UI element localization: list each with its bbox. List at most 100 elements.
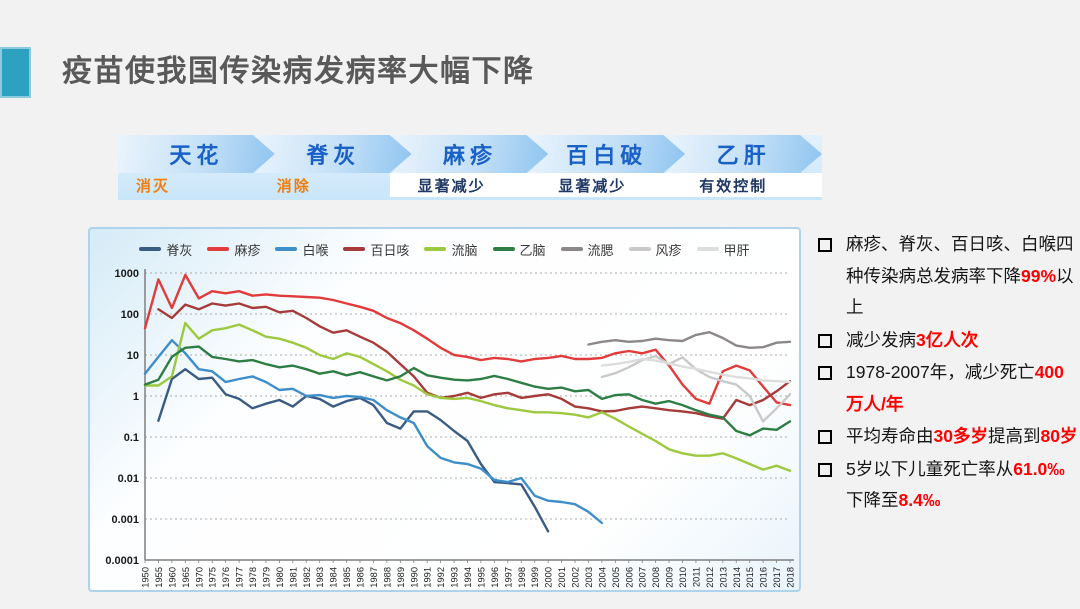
legend-item-1: 麻疹 bbox=[207, 240, 260, 259]
banner-status-label: 显著减少 bbox=[417, 177, 486, 195]
x-tick-label: 2014 bbox=[732, 567, 742, 588]
bullet-item-0: 麻疹、脊灰、百日咳、白喉四种传染病总发病率下降99%以上 bbox=[816, 229, 1078, 324]
bullet-item-3: 平均寿命由30多岁提高到80岁 bbox=[816, 421, 1078, 453]
bullet-item-2: 1978-2007年，减少死亡400万人/年 bbox=[816, 357, 1078, 420]
x-tick-label: 2006 bbox=[624, 567, 634, 588]
y-tick-label: 0.1 bbox=[124, 432, 139, 444]
legend-label: 麻疹 bbox=[234, 242, 261, 258]
page-title: 疫苗使我国传染病发病率大幅下降 bbox=[62, 55, 535, 88]
x-tick-label: 1981 bbox=[288, 567, 298, 588]
x-tick-label: 2003 bbox=[584, 567, 594, 588]
banner-stage-label: 脊灰 bbox=[306, 143, 361, 168]
banner-stage-label: 天花 bbox=[169, 143, 224, 168]
x-tick-labels: 1950 1955 1960 1965 1970 1975 1976 1977 1978 1979… bbox=[141, 567, 796, 588]
x-tick-label: 2010 bbox=[678, 567, 688, 588]
banner-status-label: 显著减少 bbox=[558, 177, 627, 195]
y-tick-label: 1 bbox=[133, 391, 139, 403]
series-line-3 bbox=[157, 302, 792, 420]
x-tick-label: 1978 bbox=[248, 567, 258, 588]
legend-dash-icon bbox=[560, 247, 583, 251]
x-tick-label: 1975 bbox=[208, 567, 218, 588]
legend-dash-icon bbox=[139, 247, 162, 251]
bullet-square-icon bbox=[818, 462, 832, 477]
banner-status-row: 消灭 消除 显著减少 显著减少 有效控制 bbox=[118, 173, 822, 200]
x-tick-label: 1996 bbox=[490, 567, 500, 588]
legend-label: 白喉 bbox=[302, 242, 329, 258]
x-tick-label: 1997 bbox=[503, 567, 513, 588]
bullet-item-4: 5岁以下儿童死亡率从61.0‰ 下降至8.4‰ bbox=[816, 454, 1078, 517]
x-tick-label: 2013 bbox=[718, 567, 728, 588]
gridlines: 1000 100 10 1 0.1 0.01 0.001 0.0001 bbox=[105, 268, 790, 567]
series-line-0 bbox=[157, 368, 550, 533]
y-tick-label: 10 bbox=[127, 350, 139, 362]
x-tick-label: 1970 bbox=[194, 567, 204, 588]
x-tick-label: 1976 bbox=[221, 567, 231, 588]
chart-legend: 脊灰 麻疹 白喉 百日咳 流脑 乙脑 流腮 风疹 甲肝 bbox=[90, 237, 799, 261]
banner-status-cell-3: 显著减少 bbox=[540, 173, 681, 197]
x-tick-label: 2011 bbox=[691, 567, 701, 587]
x-tick-label: 2015 bbox=[745, 567, 755, 588]
plain-text: 麻疹、脊灰、百日咳、白喉四种传染病总发病率下降 bbox=[846, 234, 1074, 286]
x-tick-label: 1988 bbox=[382, 567, 392, 588]
x-tick-label: 1982 bbox=[302, 567, 312, 588]
banner-status-strip bbox=[390, 173, 822, 197]
legend-dash-icon bbox=[628, 247, 651, 251]
bullet-text: 减少发病3亿人次 bbox=[846, 325, 978, 357]
x-tick-label: 2012 bbox=[705, 567, 715, 588]
series-line-2 bbox=[143, 339, 604, 525]
x-tick-label: 2008 bbox=[651, 567, 661, 588]
highlight-text: 30多岁 bbox=[933, 426, 988, 446]
highlight-text: 61.0‰ bbox=[1013, 458, 1065, 479]
x-tick-label: 2009 bbox=[665, 567, 675, 588]
plain-text: 平均寿命由 bbox=[846, 426, 934, 446]
banner-stage-label: 乙肝 bbox=[716, 143, 771, 168]
title-accent-square bbox=[0, 47, 31, 98]
x-tick-label: 1965 bbox=[181, 567, 191, 588]
x-tick-label: 2004 bbox=[597, 567, 607, 588]
x-tick-label: 1984 bbox=[329, 567, 339, 588]
y-tick-label: 100 bbox=[121, 309, 139, 321]
bullet-square-icon bbox=[818, 238, 832, 252]
legend-label: 流腮 bbox=[587, 242, 614, 258]
x-tick-label: 1991 bbox=[423, 567, 433, 588]
x-tick-label: 1993 bbox=[450, 567, 460, 588]
x-tick-label: 2016 bbox=[759, 567, 769, 588]
legend-label: 脊灰 bbox=[166, 242, 193, 258]
series-line-5 bbox=[143, 345, 792, 437]
incidence-chart-panel: 脊灰 麻疹 白喉 百日咳 流脑 乙脑 流腮 风疹 甲肝 1000 100 10 1 0.1 0.01 0.0… bbox=[88, 227, 801, 592]
banner-status-label: 有效控制 bbox=[699, 177, 768, 195]
axes bbox=[144, 269, 794, 563]
bullet-square-icon bbox=[818, 333, 832, 348]
highlight-text: 99% bbox=[1021, 265, 1057, 286]
x-tick-label: 1995 bbox=[476, 567, 486, 588]
x-tick-label: 1979 bbox=[261, 567, 271, 588]
legend-label: 百日咳 bbox=[370, 242, 410, 258]
banner-status-label: 消除 bbox=[276, 177, 311, 195]
bullet-text: 麻疹、脊灰、百日咳、白喉四种传染病总发病率下降99%以上 bbox=[846, 229, 1078, 324]
series-line-4 bbox=[143, 321, 792, 472]
x-tick-label: 1994 bbox=[463, 567, 473, 588]
legend-dash-icon bbox=[492, 247, 515, 251]
x-tick-label: 1955 bbox=[154, 567, 164, 588]
legend-item-0: 脊灰 bbox=[139, 240, 192, 259]
highlight-text: 8.4‰ bbox=[898, 490, 941, 510]
legend-item-4: 流脑 bbox=[424, 240, 478, 259]
legend-label: 甲肝 bbox=[723, 242, 750, 258]
plain-text: 1978-2007年，减少死亡 bbox=[846, 362, 1035, 382]
x-tick-label: 1977 bbox=[235, 567, 245, 588]
bullet-item-1: 减少发病3亿人次 bbox=[816, 325, 1078, 357]
legend-item-3: 百日咳 bbox=[343, 240, 409, 259]
legend-label: 乙脑 bbox=[519, 242, 546, 258]
x-tick-label: 1999 bbox=[530, 567, 540, 588]
banner-arrows: 天花 脊灰 麻疹 百白破 乙肝 bbox=[118, 135, 822, 173]
x-tick-label: 1985 bbox=[342, 567, 352, 588]
x-tick-label: 1980 bbox=[275, 567, 285, 588]
banner-status-cell-0: 消灭 bbox=[118, 173, 259, 197]
series-line-7 bbox=[600, 354, 792, 423]
x-tick-label: 1987 bbox=[369, 567, 379, 588]
legend-label: 风疹 bbox=[655, 242, 682, 258]
y-tick-label: 0.0001 bbox=[105, 555, 139, 567]
x-tick-label: 1950 bbox=[141, 567, 151, 588]
x-tick-label: 1998 bbox=[517, 567, 527, 588]
